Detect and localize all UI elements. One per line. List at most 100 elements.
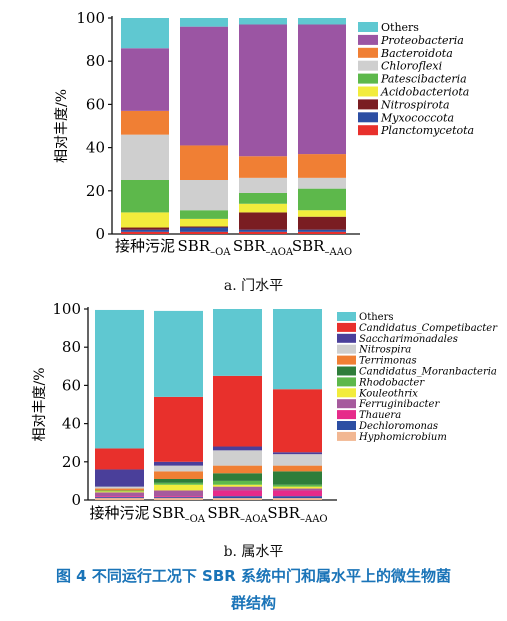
bar-segment [95, 498, 144, 500]
bar-segment [213, 490, 262, 497]
bar-segment [273, 486, 322, 489]
bar-segment [121, 18, 169, 49]
legend-swatch [337, 366, 356, 376]
y-axis-label: 相对丰度/% [54, 89, 70, 163]
bar-segment [95, 492, 144, 497]
legend-swatch [337, 388, 356, 398]
legend-swatch [358, 47, 378, 58]
bar-segment [154, 490, 203, 497]
y-tick-label: 80 [62, 338, 81, 356]
bar-segment [95, 491, 144, 493]
bar-segment [273, 454, 322, 466]
bar-segment [298, 154, 346, 178]
bar-segment [121, 229, 169, 232]
bar-segment [273, 498, 322, 500]
bar-segment [95, 490, 144, 492]
bar-segment [121, 227, 169, 230]
bar-segment [121, 134, 169, 180]
legend-label: Dechloromonas [358, 421, 438, 432]
bar-segment [298, 231, 346, 234]
bar-segment [298, 18, 346, 25]
bar-segment [121, 48, 169, 111]
x-tick-label: SBR–OA [152, 504, 206, 525]
y-tick-label: 80 [86, 52, 105, 70]
bar-segment [95, 309, 144, 449]
bar-segment [239, 177, 287, 193]
bar-segment [213, 473, 262, 481]
bar-segment [180, 26, 228, 146]
bar-segment [239, 203, 287, 213]
legend-label: Ferruginibacter [358, 399, 440, 410]
bar-segment [180, 231, 228, 234]
bar-segment [273, 452, 322, 455]
legend-label: Others [381, 21, 419, 34]
legend-swatch [337, 399, 356, 409]
bar-segment [180, 226, 228, 228]
y-tick-label: 0 [95, 225, 105, 243]
bar-segment [239, 24, 287, 157]
bar-segment [95, 469, 144, 487]
bar-segment [239, 212, 287, 230]
chart-a: 0 20 40 60 80 100 相对丰度/% 接种污泥 SBR–OA SBR–AOASBR–A… [54, 9, 474, 258]
legend-swatch [358, 73, 378, 84]
bar-segment [121, 212, 169, 228]
legend-swatch [337, 421, 356, 430]
y-tick-label: 100 [52, 300, 81, 318]
bar-segment [298, 229, 346, 232]
bar-segment [180, 227, 228, 232]
bar-segment [180, 18, 228, 27]
x-tick-label: SBR–AOA [207, 504, 268, 525]
bar-segment [121, 110, 169, 135]
bar-segment [154, 396, 203, 462]
bar-segment [273, 484, 322, 487]
bar-segment [298, 210, 346, 217]
legend-swatch [337, 410, 356, 420]
legend-label: Nitrospira [358, 345, 411, 356]
bar-segment [154, 310, 203, 397]
legend-label: Nitrospirota [380, 98, 450, 111]
bar-segment [213, 484, 262, 487]
legend-label: Kouleothrix [358, 388, 418, 399]
y-tick-label: 60 [62, 376, 81, 394]
figure-caption-line1: 图 4 不同运行工况下 SBR 系统中门和属水平上的微生物菌 [55, 567, 452, 585]
bar-segment [298, 188, 346, 211]
legend-swatch [337, 322, 356, 332]
bar-segment [154, 496, 203, 498]
legend-swatch [337, 333, 356, 343]
legend-label: Myxococcota [380, 111, 454, 124]
bar-segment [121, 231, 169, 234]
bar-segment [95, 488, 144, 491]
legend-swatch [358, 60, 378, 71]
bar-segment [213, 480, 262, 485]
bar-segment [273, 309, 322, 390]
y-tick-label: 20 [86, 182, 105, 200]
bar-segment [239, 192, 287, 204]
bar-segment [154, 465, 203, 472]
figure-caption-line2: 群结构 [230, 594, 276, 612]
legend-label: Candidatus_Competibacter [359, 323, 498, 334]
bar-segment [213, 486, 262, 491]
y-tick-label: 20 [62, 453, 81, 471]
bar-segment [95, 496, 144, 498]
bar-segment [154, 471, 203, 479]
bar-segment [154, 461, 203, 466]
bar-segment [273, 490, 322, 497]
bar-segment [213, 309, 262, 376]
legend-label: Candidatus_Moranbacteria [359, 367, 497, 378]
legend-swatch [337, 377, 356, 387]
bar-segment [95, 448, 144, 470]
bar-segment [180, 145, 228, 180]
legend-label: Chloroflexi [381, 60, 442, 73]
x-tick-label: SBR–AOA [233, 237, 294, 258]
legend-swatch [358, 22, 378, 32]
y-tick-label: 100 [76, 9, 105, 27]
bar-segment [213, 496, 262, 499]
x-tick-label: SBR–AAO [292, 237, 352, 258]
legend-label: Patescibacteria [380, 73, 467, 86]
bar-segment [121, 180, 169, 213]
legend-label: Saccharimonadales [359, 334, 458, 345]
chart-b: 0 20 40 60 80 100 相对丰度/% 接种污泥 SBR–OA SBR–AOA SBR–A… [32, 300, 498, 525]
y-tick-label: 60 [86, 95, 105, 113]
y-tick-label: 0 [71, 491, 81, 509]
legend-swatch [358, 99, 378, 110]
